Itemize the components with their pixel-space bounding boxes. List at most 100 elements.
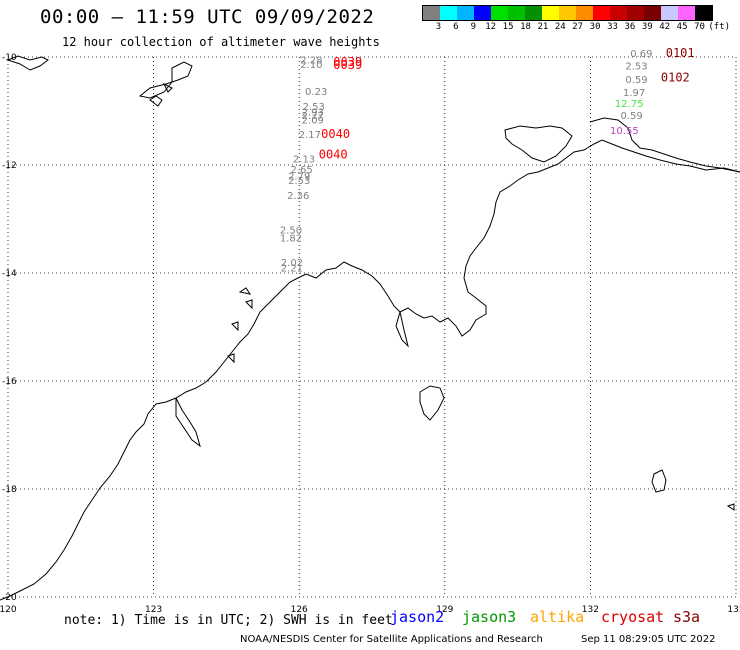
island-reef-3 [245,299,253,310]
legend-label: 42 [659,22,671,32]
swh-value-label: 2.53 [303,102,325,113]
legend-unit: (ft) [708,22,731,32]
coastline-mainland [0,139,740,601]
legend-swatch [559,6,576,20]
legend-swatch [695,6,712,20]
pass-time-label: 0040 [319,148,348,162]
satellite-name-jason2: jason2 [390,608,445,626]
legend-label: 9 [470,22,476,32]
legend-swatch [610,6,627,20]
swh-value-label: 0.59 [621,111,643,122]
satellite-name-jason3: jason3 [462,608,517,626]
legend-swatch [576,6,593,20]
bay-inlet [395,311,409,348]
swh-value-label: 12.75 [615,99,644,110]
legend-label: 24 [554,22,566,32]
swh-value-label: 10.55 [610,126,639,137]
legend-label: 30 [589,22,601,32]
island-reef-2 [227,353,235,364]
satellite-name-altika: altika [530,608,585,626]
legend-label: 12 [485,22,497,32]
island-timor [6,55,49,71]
legend-swatch [542,6,559,20]
legend-swatch [423,6,440,20]
legend-label: 36 [624,22,636,32]
island-reef-4 [231,321,239,332]
swh-value-label: 2.09 [302,115,324,126]
swh-value-label: 2.36 [287,191,309,202]
satellite-name-cryosat: cryosat [601,608,665,626]
island-reef-1 [238,287,252,295]
legend-label: 3 [435,22,442,32]
color-legend-bar [422,5,713,21]
map-frame [7,56,737,598]
swh-value-label: 1.82 [280,234,302,245]
pass-time-label: 0039 [333,55,362,69]
lat-tick-label: -12 [2,161,17,171]
legend-swatch [593,6,610,20]
lon-tick-label: 132 [582,605,599,615]
island-small [149,95,163,107]
swh-value-label: 0.23 [305,87,327,98]
lon-tick-label: 129 [436,605,453,615]
lon-tick-label: 123 [145,605,162,615]
lat-tick-label: -18 [2,485,17,495]
lat-tick-label: -14 [2,269,17,279]
footer-source: NOAA/NESDIS Center for Satellite Applica… [240,634,543,645]
swh-value-label: 2.02 [281,258,303,269]
legend-label: 15 [502,22,514,32]
satellite-name-s3a: s3a [673,608,701,626]
map-subtitle: 12 hour collection of altimeter wave hei… [62,35,380,49]
swh-value-label: 1.97 [623,88,645,99]
note-text: note: 1) Time is in UTC; 2) SWH is in fe… [64,613,393,628]
legend-swatch [474,6,491,20]
swh-value-label: 0.59 [625,75,647,86]
footer-timestamp: Sep 11 08:29:05 UTC 2022 [581,634,716,645]
legend-swatch [508,6,525,20]
swh-value-label: 2.17 [299,130,321,141]
island-small-2 [162,82,173,93]
color-legend-labels: 3 6 9 12 15 18 21 24 27 30 33 36 39 42 45 70 (ft) [422,22,740,34]
swh-value-label: 2.21 [281,263,303,274]
swh-value-label: 2.53 [625,61,647,72]
legend-swatch [491,6,508,20]
legend-label: 18 [520,22,531,32]
island-mornington [651,469,667,493]
legend-label: 70 [694,22,705,32]
island-east [589,117,740,173]
legend-label: 39 [641,22,653,32]
island-tiwi [504,125,573,163]
legend-swatch [644,6,661,20]
legend-label: 6 [453,22,459,32]
legend-swatch [457,6,474,20]
bay-inlet-2 [175,397,201,448]
pass-time-label: 0102 [661,70,690,84]
lat-lon-grid [7,56,737,598]
legend-label: 21 [537,22,549,32]
swh-value-label: 2.27 [302,111,324,122]
lat-tick-label: -20 [2,593,17,603]
legend-swatch [440,6,457,20]
lon-tick-label: 126 [291,605,308,615]
swh-value-label: 2.10 [300,60,322,71]
swh-label-layer: 2.282.100.232.532.932.272.092.172.132.65… [280,49,653,274]
island-groote [419,385,445,421]
pass-time-label: 0039 [333,58,362,72]
island-timor-east [138,61,193,99]
swh-value-label: 0.69 [630,49,652,60]
pass-time-label: 0040 [321,127,350,141]
legend-label: 27 [572,22,584,32]
lat-tick-label: -10 [2,53,17,63]
legend-swatch [627,6,644,20]
swh-value-label: 2.50 [280,226,302,237]
lon-tick-label: 120 [0,605,17,615]
map-title: 00:00 – 11:59 UTC 09/09/2022 [40,6,375,28]
legend-label: 45 [676,22,688,32]
legend-swatch [678,6,695,20]
lon-tick-label: 135 [727,605,740,615]
coastline [0,55,740,601]
swh-value-label: 2.79 [288,172,310,183]
pass-time-label: 0101 [666,46,695,60]
